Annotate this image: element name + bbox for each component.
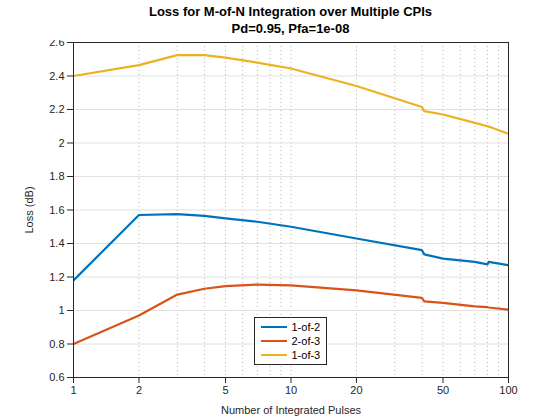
- svg-text:1.2: 1.2: [49, 271, 64, 283]
- svg-text:2: 2: [136, 384, 142, 396]
- svg-text:100: 100: [499, 384, 517, 396]
- svg-text:2.4: 2.4: [49, 70, 64, 82]
- svg-text:Loss (dB): Loss (dB): [23, 186, 35, 233]
- svg-text:1.4: 1.4: [49, 237, 64, 249]
- svg-text:2.2: 2.2: [49, 103, 64, 115]
- svg-text:2.6: 2.6: [49, 40, 64, 48]
- svg-text:0.8: 0.8: [49, 338, 64, 350]
- html-text:1-of-2: 1-of-2: [291, 321, 321, 333]
- svg-text:1: 1: [70, 384, 76, 396]
- svg-text:5: 5: [222, 384, 228, 396]
- html-text:1-of-3: 1-of-3: [291, 349, 321, 361]
- svg-text:1.6: 1.6: [49, 204, 64, 216]
- html-text:Pd=0.95, Pfa=1e-08: Pd=0.95, Pfa=1e-08: [231, 21, 350, 36]
- svg-text:10: 10: [285, 384, 297, 396]
- svg-text:1.8: 1.8: [49, 170, 64, 182]
- svg-text:2: 2: [58, 137, 64, 149]
- svg-text:0.6: 0.6: [49, 371, 64, 383]
- svg-text:20: 20: [350, 384, 362, 396]
- html-text:2-of-3: 2-of-3: [291, 335, 321, 347]
- svg-text:1: 1: [58, 304, 64, 316]
- html-text:Loss for M-of-N Integration ov: Loss for M-of-N Integration over Multipl…: [148, 4, 433, 19]
- svg-text:50: 50: [437, 384, 449, 396]
- svg-text:Number of Integrated Pulses: Number of Integrated Pulses: [221, 404, 362, 416]
